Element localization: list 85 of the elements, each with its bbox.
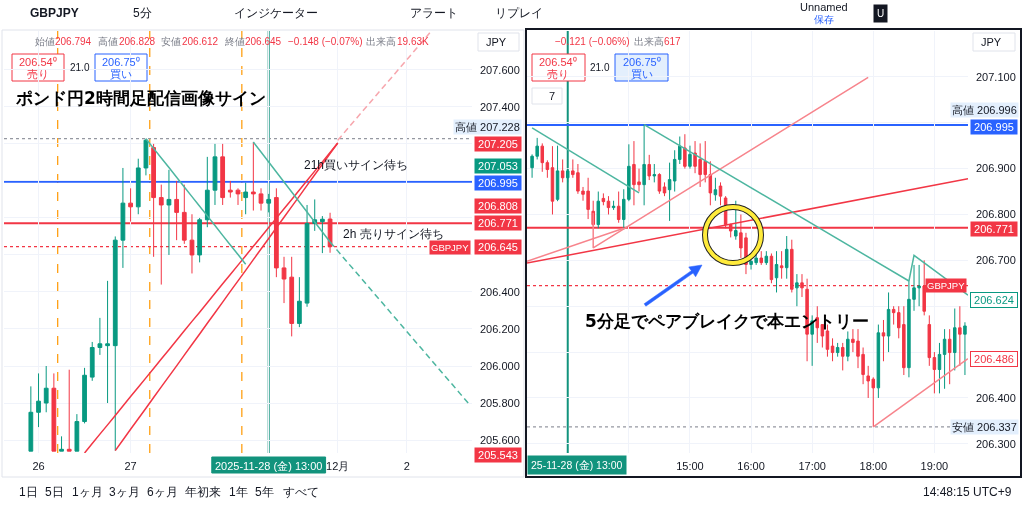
text: すべて [283, 485, 319, 499]
x-tick-label: 15:00 [676, 460, 704, 472]
text: 3ヶ月 [109, 485, 140, 499]
text: 206.808 [478, 200, 518, 212]
annotation: 高値 206.996 [952, 104, 1017, 116]
text: JPY [981, 36, 1002, 48]
ref-line-label: 206.771 [974, 223, 1014, 235]
y-tick-label: 206.900 [976, 162, 1016, 175]
y-tick-label: 207.400 [480, 100, 520, 113]
annotation: 買い [110, 68, 132, 80]
y-tick-label: 206.400 [976, 391, 1016, 404]
text: 1日 [19, 485, 38, 499]
annotation: 206.75⁰ [102, 56, 140, 68]
y-tick-label: 206.400 [480, 285, 520, 298]
y-tick-label: 206.200 [480, 322, 520, 335]
annotation: 出来高 [634, 36, 664, 47]
text: 207.053 [478, 160, 518, 172]
annotation: 206.612 [182, 36, 219, 47]
x-tick-label: 16:00 [737, 460, 765, 472]
text: 5分 [133, 6, 152, 20]
annotation: 出来高 [366, 36, 396, 47]
ref-line-label: 25-11-28 (金) 13:00 [531, 459, 623, 471]
ref-line-label: 206.645 [478, 241, 518, 253]
text: リプレイ [495, 6, 543, 20]
annotation: 21.0 [70, 62, 90, 73]
x-tick-label: 12月 [326, 460, 350, 472]
annotation: 617 [664, 36, 682, 47]
annotation: 売り [27, 68, 49, 80]
y-tick-label: 207.600 [480, 63, 520, 76]
text: U [877, 8, 885, 19]
annotation: 終値 [224, 36, 245, 47]
x-tick-label: 2 [403, 460, 410, 472]
ref-line-label: 高値 207.228 [455, 121, 520, 133]
annotation: 21.0 [590, 62, 610, 73]
ref-line-label: 206.771 [478, 217, 518, 229]
text: 5年 [255, 485, 274, 499]
ref-line-label: 安値 206.337 [952, 421, 1017, 433]
annotation: 206.75⁰ [623, 56, 661, 68]
annotation: −0.148 (−0.07%) [288, 36, 363, 47]
text: 1年 [229, 485, 248, 499]
x-tick-label: 19:00 [920, 460, 949, 472]
y-tick-label: 206.000 [480, 359, 520, 372]
text: 14:48:15 UTC+9 [923, 485, 1012, 499]
annotation: 2h 売りサイン待ち [343, 227, 444, 241]
y-tick-label: 206.300 [976, 437, 1016, 450]
x-tick-label: 18:00 [859, 460, 888, 472]
annotation: 206.54⁰ [19, 56, 57, 68]
annotation: 高値 [98, 36, 118, 47]
annotation: GBPJPY [431, 242, 470, 253]
y-tick-label: 205.800 [480, 396, 520, 409]
ref-line-label: 206.995 [974, 121, 1014, 133]
annotation: 売り [547, 68, 569, 80]
text: Unnamed [800, 1, 848, 13]
text: 年初来 [185, 485, 221, 499]
text: インジケーター [234, 6, 318, 20]
annotation: 7 [549, 90, 556, 102]
annotation: 206.828 [119, 36, 156, 47]
text: 6ヶ月 [147, 485, 178, 499]
annotation: GBPJPY [927, 280, 966, 291]
text: アラート [410, 6, 458, 20]
annotation: 安値 [161, 36, 181, 47]
text: 207.205 [478, 138, 518, 150]
text: 206.624 [974, 294, 1014, 306]
y-tick-label: 205.600 [480, 433, 520, 446]
text: 保存 [814, 14, 834, 25]
annotation: 始値 [35, 36, 55, 47]
x-tick-label: 17:00 [798, 460, 826, 472]
x-tick-label: 2025-11-28 (金) 13:00 [214, 460, 323, 472]
annotation: 206.794 [55, 36, 92, 47]
text: 1ヶ月 [72, 485, 103, 499]
text: 205.543 [478, 449, 518, 461]
text: 5日 [45, 485, 64, 499]
annotation: 206.54⁰ [539, 56, 577, 68]
x-tick-label: 27 [124, 460, 137, 472]
y-tick-label: 207.100 [976, 70, 1016, 83]
annotation: 19.63K [397, 36, 430, 47]
text: ポンド円2時間足配信画像サイン [15, 88, 266, 108]
y-tick-label: 206.800 [976, 208, 1016, 221]
y-tick-label: 206.700 [976, 254, 1016, 267]
text: 206.486 [974, 353, 1014, 365]
annotation: 買い [631, 68, 653, 80]
text: JPY [486, 36, 507, 48]
x-tick-label: 26 [32, 460, 45, 472]
text: GBPJPY [30, 6, 79, 20]
ref-line-label: 206.995 [478, 177, 518, 189]
